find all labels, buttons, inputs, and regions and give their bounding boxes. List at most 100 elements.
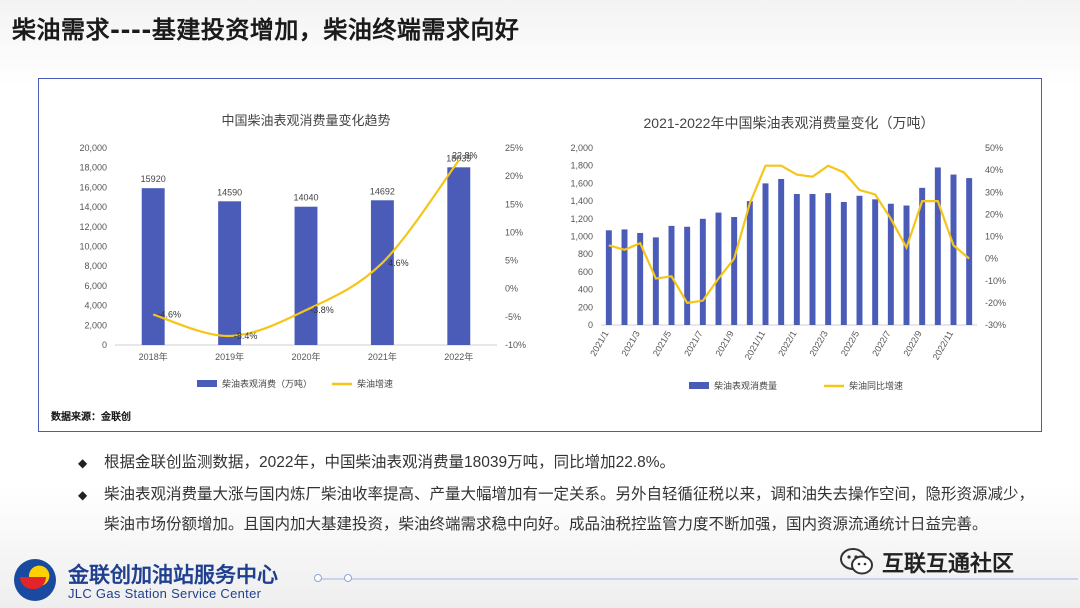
line-data-label: -4.6% [157,310,181,320]
legend-label-bar: 柴油表观消费（万吨） [222,378,312,389]
y-right-tick-label: 20% [985,209,1003,219]
y-left-tick-label: 16,000 [79,182,107,192]
bar [637,232,644,325]
y-left-tick-label: 12,000 [79,222,107,232]
bar [840,201,847,325]
y-left-tick-label: 20,000 [79,143,107,153]
y-left-tick-label: 1,200 [570,214,593,224]
y-left-tick-label: 8,000 [84,261,107,271]
data-source-note: 数据来源：金联创 [51,412,131,423]
y-right-tick-label: -5% [505,312,521,322]
x-tick-label: 2022/5 [839,329,861,358]
bar [370,200,394,345]
bar [141,188,165,345]
x-tick-label: 2021/9 [713,329,735,358]
x-tick-label: 2022/11 [931,329,956,362]
y-left-tick-label: 10,000 [79,242,107,252]
y-right-tick-label: 15% [505,199,523,209]
bar [856,195,863,325]
y-right-tick-label: 25% [505,143,523,153]
y-left-tick-label: 400 [578,285,593,295]
growth-line [152,159,460,338]
bar [746,201,753,325]
wechat-icon [840,548,873,575]
y-left-tick-label: 4,000 [84,301,107,311]
y-left-tick-label: 18,000 [79,163,107,173]
line-data-label: -8.4% [234,331,258,341]
y-right-tick-label: -10% [505,340,526,350]
y-right-tick-label: 20% [505,171,523,181]
bullet-list: ◆ 根据金联创监测数据，2022年，中国柴油表观消费量18039万吨，同比增加2… [78,448,1038,540]
bar [621,229,628,325]
bar [793,194,800,325]
y-left-tick-label: 600 [578,267,593,277]
monthly-consumption-chart: 2021-2022年中国柴油表观消费量变化（万吨） 0 200 400 600 800 1,… [570,115,1006,391]
y-left-tick-label: 200 [578,302,593,312]
chart-title: 2021-2022年中国柴油表观消费量变化（万吨） [644,115,935,131]
y-left-tick-label: 2,000 [570,143,593,153]
y-left-tick-label: 14,000 [79,202,107,212]
diamond-bullet-icon: ◆ [78,456,88,470]
bullet-text: 柴油表观消费量大涨与国内炼厂柴油收率提高、产量大幅增加有一定关系。另外自轻循征税… [104,486,1035,533]
chart-frame: 中国柴油表观消费量变化趋势 0 2,000 4,000 6,000 8,000 10,000… [38,78,1042,432]
legend-swatch-bar [689,382,709,389]
bar [950,174,957,325]
x-tick-label: 2022/7 [870,329,892,358]
bar-data-label: 14590 [217,187,242,197]
y-right-tick-label: 0% [505,284,518,294]
y-left-tick-label: 1,600 [570,178,593,188]
x-tick-label: 2022/9 [901,329,923,358]
x-tick-label: 2021/5 [651,329,673,358]
y-left-tick-label: 1,800 [570,161,593,171]
y-left-tick-label: 1,000 [570,232,593,242]
bullet-text: 根据金联创监测数据，2022年，中国柴油表观消费量18039万吨，同比增加22.… [104,454,676,471]
org-name-en: JLC Gas Station Service Center [68,586,262,601]
x-tick-label: 2018年 [139,351,168,362]
org-logo-mark [14,559,56,601]
annual-consumption-chart: 中国柴油表观消费量变化趋势 0 2,000 4,000 6,000 8,000 10,000… [79,113,526,389]
bar [778,178,785,325]
y-left-tick-label: 2,000 [84,320,107,330]
bar [605,230,612,325]
bar [294,206,318,345]
x-tick-label: 2021/11 [743,329,768,362]
x-tick-label: 2021年 [368,351,397,362]
y-left-tick-label: 1,400 [570,196,593,206]
bar [825,193,832,325]
y-right-tick-label: 30% [985,187,1003,197]
legend-label-bar: 柴油表观消费量 [714,380,777,391]
line-data-label: 22.8% [452,150,478,160]
footer-dot [344,574,352,582]
bar [919,187,926,325]
footer-dot [314,574,322,582]
x-tick-label: 2019年 [215,351,244,362]
bar [218,201,242,345]
watermark-text: 互联互通社区 [882,552,1015,577]
bar [903,205,910,325]
bar [731,217,738,325]
line-data-label: -3.8% [310,305,334,315]
y-left-tick-label: 0 [102,340,107,350]
legend-label-line: 柴油同比增速 [849,380,903,391]
bar [934,167,941,325]
growth-line [608,164,970,305]
x-tick-label: 2022/1 [776,329,798,358]
footer-divider [318,578,1078,580]
bar [809,194,816,325]
x-tick-label: 2022年 [444,351,473,362]
bar-data-label: 18039 [446,153,471,163]
bullet-item: ◆ 柴油表观消费量大涨与国内炼厂柴油收率提高、产量大幅增加有一定关系。另外自轻循… [78,480,1038,540]
bullet-item: ◆ 根据金联创监测数据，2022年，中国柴油表观消费量18039万吨，同比增加2… [78,448,1038,478]
y-right-tick-label: -30% [985,320,1006,330]
y-right-tick-label: 5% [505,256,518,266]
y-right-tick-label: -10% [985,276,1006,286]
bar [447,167,471,345]
bar [966,178,973,325]
y-right-tick-label: 40% [985,165,1003,175]
y-left-tick-label: 0 [588,320,593,330]
bar [762,183,769,325]
bar-data-label: 14692 [370,186,395,196]
bar [652,237,659,325]
y-left-tick-label: 6,000 [84,281,107,291]
x-tick-label: 2022/3 [807,329,829,358]
